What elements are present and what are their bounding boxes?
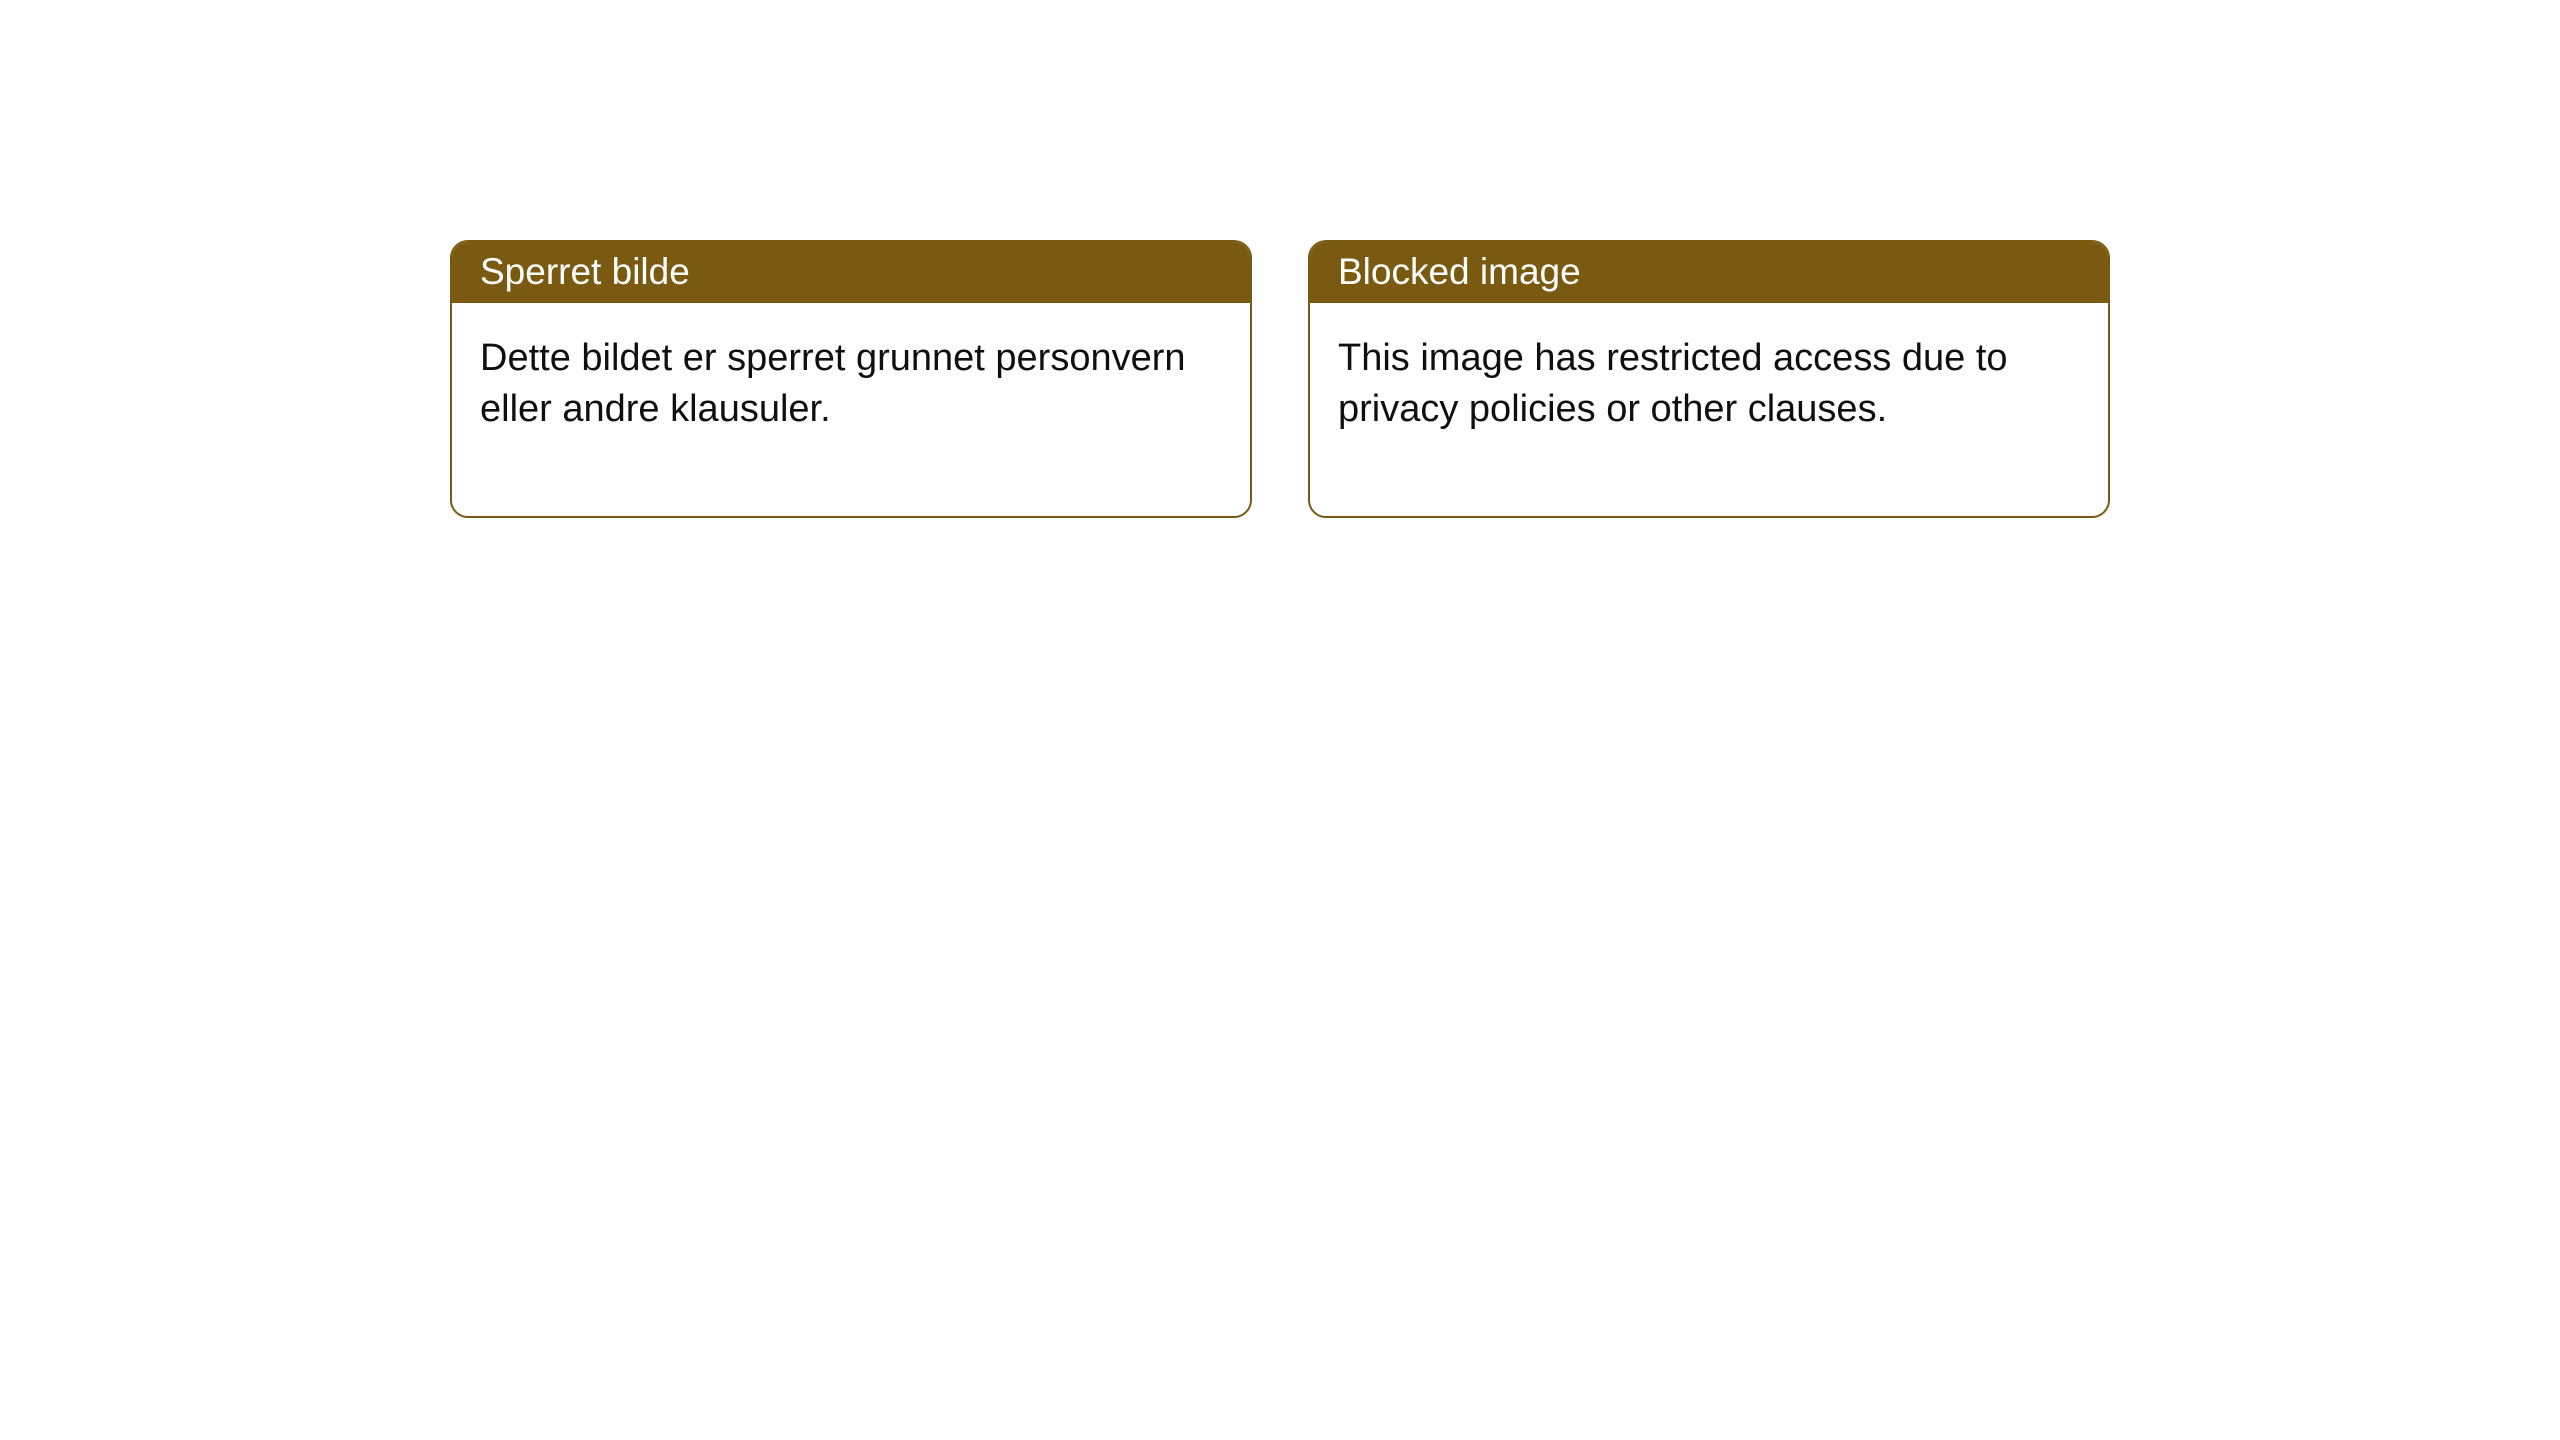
notice-card-no: Sperret bilde Dette bildet er sperret gr…	[450, 240, 1252, 518]
notice-card-title-en: Blocked image	[1310, 242, 2108, 303]
notice-card-row: Sperret bilde Dette bildet er sperret gr…	[450, 240, 2560, 518]
notice-card-body-en: This image has restricted access due to …	[1310, 303, 2108, 516]
notice-card-title-no: Sperret bilde	[452, 242, 1250, 303]
notice-card-body-no: Dette bildet er sperret grunnet personve…	[452, 303, 1250, 516]
notice-card-en: Blocked image This image has restricted …	[1308, 240, 2110, 518]
